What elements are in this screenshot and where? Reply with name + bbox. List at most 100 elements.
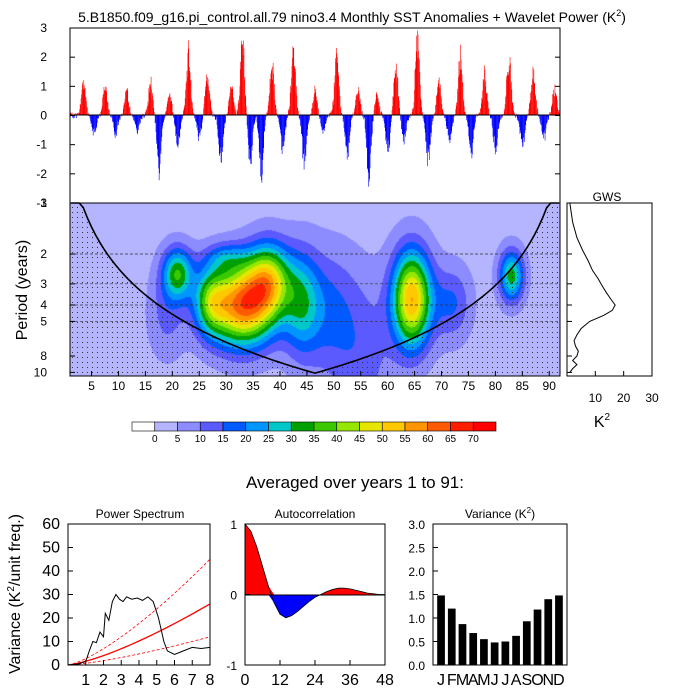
sst-anomaly-bar — [401, 115, 403, 129]
colorbar-label: 25 — [263, 434, 275, 445]
sst-anomaly-bar — [147, 101, 149, 116]
sst-anomaly-bar — [396, 81, 398, 116]
sst-anomaly-bar — [116, 115, 118, 130]
sst-anomaly-bar — [282, 115, 283, 147]
sst-anomaly-bar — [444, 115, 446, 119]
sst-anomaly-bar — [229, 92, 231, 116]
sst-y-ticks: -3 -2 -1 0 1 2 3 — [36, 21, 560, 210]
sst-anomaly-bar — [209, 90, 210, 116]
sst-anomaly-bar — [263, 115, 264, 148]
wavelet-x-tick-label: 40 — [273, 379, 287, 393]
sst-anomaly-bar — [204, 95, 205, 116]
sst-anomaly-bar — [337, 72, 339, 116]
sst-anomaly-bar — [164, 115, 165, 119]
sst-y-tick-label: -2 — [36, 167, 47, 181]
colorbar-swatch — [245, 421, 269, 432]
sst-anomaly-bar — [262, 115, 264, 160]
sst-anomaly-bar — [430, 115, 431, 145]
sst-anomaly-bar — [351, 115, 352, 118]
sst-anomaly-bar — [455, 109, 457, 116]
sst-anomaly-bar — [199, 115, 200, 134]
sst-anomaly-bar — [459, 61, 460, 116]
sst-anomaly-bar — [278, 115, 280, 123]
ac-y-tick-label: 0 — [230, 589, 237, 603]
sst-anomaly-bar — [87, 107, 88, 116]
sst-anomaly-bar — [78, 112, 80, 116]
sst-anomaly-bar — [420, 98, 422, 116]
sst-anomaly-bar — [446, 115, 448, 129]
sst-anomaly-bar — [341, 113, 342, 116]
sst-anomaly-bar — [171, 100, 173, 116]
sst-anomaly-bars — [70, 30, 561, 187]
sst-anomaly-bar — [529, 104, 531, 116]
sst-anomaly-bar — [520, 115, 521, 131]
sst-anomaly-bar — [478, 112, 480, 116]
cone-of-influence-left — [71, 202, 316, 374]
sst-anomaly-bar — [384, 115, 385, 124]
sst-anomaly-bar — [275, 104, 277, 116]
sst-anomaly-bar — [86, 107, 88, 116]
sst-anomaly-bar — [257, 115, 258, 129]
sst-anomaly-bar — [513, 110, 514, 116]
sst-anomaly-bar — [551, 107, 553, 116]
sst-anomaly-bar — [304, 115, 305, 149]
sst-anomaly-bar — [210, 107, 212, 116]
sst-anomaly-bar — [102, 97, 103, 116]
colorbar-swatch — [290, 421, 315, 432]
sst-anomaly-bar — [254, 115, 256, 121]
sst-anomaly-bar — [160, 115, 162, 154]
sst-anomaly-bar — [83, 89, 84, 116]
sst-anomaly-bar — [365, 115, 366, 133]
sst-anomaly-bar — [360, 104, 362, 116]
sst-anomaly-bar — [387, 115, 389, 148]
sst-anomaly-bar — [342, 115, 343, 117]
sst-anomaly-bar — [77, 112, 79, 116]
sst-anomaly-bar — [349, 115, 351, 136]
sst-anomaly-bar — [308, 115, 310, 122]
sst-anomaly-bar — [240, 40, 242, 116]
sst-anomaly-bar — [96, 115, 97, 129]
sst-anomaly-bar — [541, 115, 542, 126]
sst-anomaly-bar — [245, 96, 247, 116]
sst-anomaly-bar — [223, 115, 225, 129]
sst-anomaly-bar — [154, 115, 156, 124]
ac-x-tick-label: 12 — [271, 672, 289, 689]
sst-anomaly-bar — [273, 90, 275, 116]
sst-anomaly-bar — [468, 115, 470, 141]
sst-anomaly-bar — [117, 115, 119, 121]
sst-anomaly-bar — [359, 98, 361, 116]
sst-anomaly-bar — [91, 115, 93, 131]
variance-month-label: J — [501, 672, 509, 689]
sst-anomaly-bar — [241, 45, 243, 116]
sst-anomaly-bar — [330, 111, 332, 116]
sst-anomaly-bar — [404, 115, 405, 135]
sst-anomaly-bar — [275, 105, 276, 116]
sst-anomaly-bar — [431, 115, 433, 125]
sst-anomaly-bar — [196, 115, 198, 126]
sst-anomaly-bar — [101, 105, 103, 116]
sst-anomaly-bar — [184, 98, 186, 116]
sst-anomaly-bar — [506, 76, 507, 116]
colorbar-swatch — [472, 421, 497, 432]
sst-anomaly-bar — [488, 108, 490, 116]
sst-anomaly-bar — [103, 93, 104, 116]
sst-anomaly-bar — [406, 115, 408, 121]
sst-anomaly-bar — [546, 115, 548, 122]
sst-anomaly-bar — [417, 30, 418, 116]
sst-anomaly-bar — [382, 115, 383, 118]
sst-anomaly-bar — [300, 115, 301, 127]
sst-anomaly-bar — [540, 115, 541, 125]
sst-anomaly-bar — [389, 115, 391, 133]
sst-anomaly-bar — [490, 115, 491, 118]
sst-anomaly-bar — [185, 89, 186, 116]
sst-anomaly-bar — [490, 115, 492, 119]
colorbar-swatch — [199, 421, 224, 432]
sst-y-tick-label: 2 — [40, 50, 47, 64]
sst-anomaly-bar — [165, 111, 166, 116]
sst-anomaly-bar — [191, 101, 193, 116]
sst-anomaly-bar — [270, 83, 271, 116]
sst-anomaly-bar — [121, 115, 123, 117]
sst-anomaly-bar — [215, 115, 216, 120]
sst-anomaly-bar — [126, 89, 128, 116]
